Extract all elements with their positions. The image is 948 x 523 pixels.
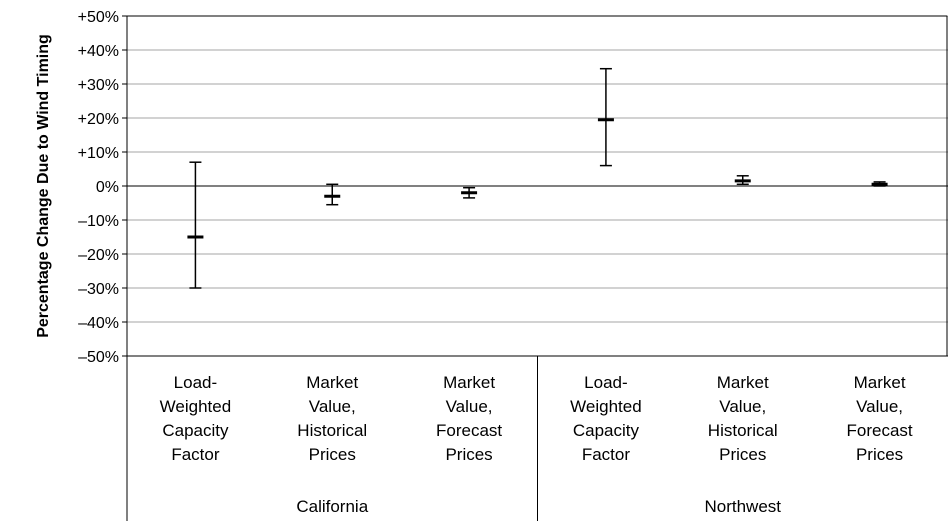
category-label-line: Market bbox=[717, 373, 769, 392]
category-label-line: Prices bbox=[719, 445, 766, 464]
category-label-line: Value, bbox=[309, 397, 356, 416]
category-label-line: Market bbox=[854, 373, 906, 392]
category-label-line: Historical bbox=[297, 421, 367, 440]
y-tick-labels: +50% +40% +30% +20% +10% 0% –10% –20% –30% –40% –5… bbox=[78, 9, 119, 366]
category-label-line: Forecast bbox=[436, 421, 502, 440]
group-label: California bbox=[296, 497, 368, 516]
error-bars bbox=[187, 67, 888, 289]
y-tick-label: +20% bbox=[78, 111, 119, 128]
category-label-line: Prices bbox=[309, 445, 356, 464]
category-label-line: Value, bbox=[446, 397, 493, 416]
category-label-line: Forecast bbox=[847, 421, 913, 440]
group-labels: California Northwest bbox=[296, 497, 781, 516]
category-label: Load- Weighted Capacity Factor bbox=[570, 373, 642, 464]
category-label-line: Capacity bbox=[573, 421, 640, 440]
category-label-line: Weighted bbox=[160, 397, 232, 416]
y-tick-label: +30% bbox=[78, 77, 119, 94]
y-tick-label: –20% bbox=[78, 247, 119, 264]
category-label-line: Factor bbox=[582, 445, 631, 464]
category-label: Market Value, Forecast Prices bbox=[436, 373, 502, 464]
category-label: Market Value, Forecast Prices bbox=[847, 373, 913, 464]
y-tick-label: –50% bbox=[78, 349, 119, 366]
category-label: Load- Weighted Capacity Factor bbox=[160, 373, 232, 464]
category-label-line: Factor bbox=[171, 445, 220, 464]
y-tick-label: –10% bbox=[78, 213, 119, 230]
gridlines bbox=[127, 15, 948, 323]
category-label-line: Prices bbox=[856, 445, 903, 464]
category-label-line: Value, bbox=[719, 397, 766, 416]
y-axis-label: Percentage Change Due to Wind Timing bbox=[35, 34, 52, 338]
category-label-line: Capacity bbox=[162, 421, 229, 440]
y-tick-label: 0% bbox=[96, 179, 119, 196]
y-tick-label: –30% bbox=[78, 281, 119, 298]
error-bar bbox=[187, 161, 204, 289]
y-tick-label: +50% bbox=[78, 9, 119, 26]
y-tick-label: –40% bbox=[78, 315, 119, 332]
error-bar bbox=[461, 186, 478, 199]
y-tick-label: +40% bbox=[78, 43, 119, 60]
category-label-line: Market bbox=[306, 373, 358, 392]
category-label: Market Value, Historical Prices bbox=[297, 373, 367, 464]
error-bar bbox=[871, 181, 888, 187]
category-label-line: Market bbox=[443, 373, 495, 392]
category-label-line: Weighted bbox=[570, 397, 642, 416]
category-label-line: Load- bbox=[174, 373, 217, 392]
error-bar bbox=[734, 175, 751, 186]
y-tick-label: +10% bbox=[78, 145, 119, 162]
axes bbox=[122, 15, 948, 521]
category-label: Market Value, Historical Prices bbox=[708, 373, 778, 464]
group-label: Northwest bbox=[704, 497, 781, 516]
category-label-line: Value, bbox=[856, 397, 903, 416]
category-label-line: Prices bbox=[445, 445, 492, 464]
error-bar bbox=[597, 67, 614, 167]
category-label-line: Load- bbox=[584, 373, 627, 392]
category-label-line: Historical bbox=[708, 421, 778, 440]
error-bar bbox=[324, 183, 341, 206]
category-labels: Load- Weighted Capacity Factor Market Value, H… bbox=[160, 373, 913, 464]
